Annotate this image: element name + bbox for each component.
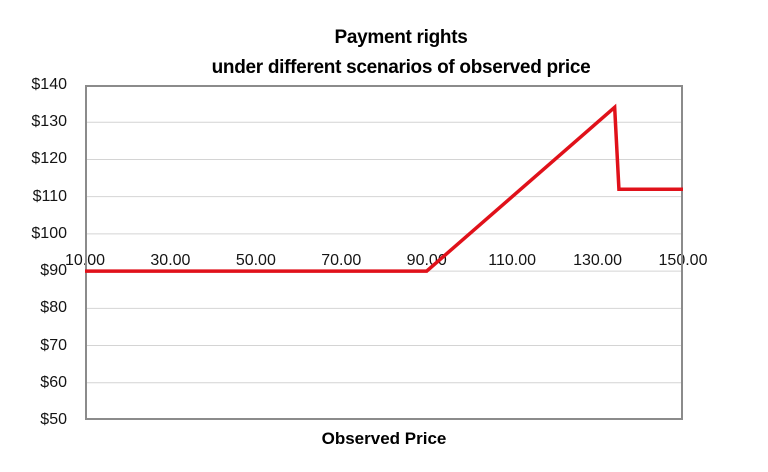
x-tick-label: 10.00 [64, 252, 106, 270]
y-tick-label: $100 [31, 224, 67, 242]
y-tick-label: $90 [40, 262, 67, 280]
x-tick-label: 130.00 [573, 252, 623, 270]
plot-area [85, 85, 683, 420]
chart-subtitle: under different scenarios of observed pr… [211, 57, 591, 78]
payment-line [85, 103, 683, 273]
y-tick-label: $70 [40, 336, 67, 354]
y-tick-label: $80 [40, 299, 67, 317]
chart-title: Payment rights [334, 27, 468, 48]
x-tick-label: 30.00 [150, 252, 191, 270]
x-tick-label: 150.00 [658, 252, 708, 270]
x-tick-label: 50.00 [235, 252, 276, 270]
y-tick-label: $120 [31, 150, 67, 168]
x-axis-title: Observed Price [321, 429, 447, 448]
x-tick-label: 70.00 [321, 252, 362, 270]
x-tick-label: 110.00 [488, 252, 537, 270]
y-tick-label: $140 [31, 76, 67, 93]
y-tick-label: $110 [32, 187, 67, 205]
y-tick-label: $50 [40, 411, 67, 428]
y-tick-label: $130 [31, 113, 67, 131]
plot-border [85, 85, 683, 420]
x-tick-label: 90.00 [406, 252, 447, 270]
y-tick-label: $60 [40, 373, 67, 391]
